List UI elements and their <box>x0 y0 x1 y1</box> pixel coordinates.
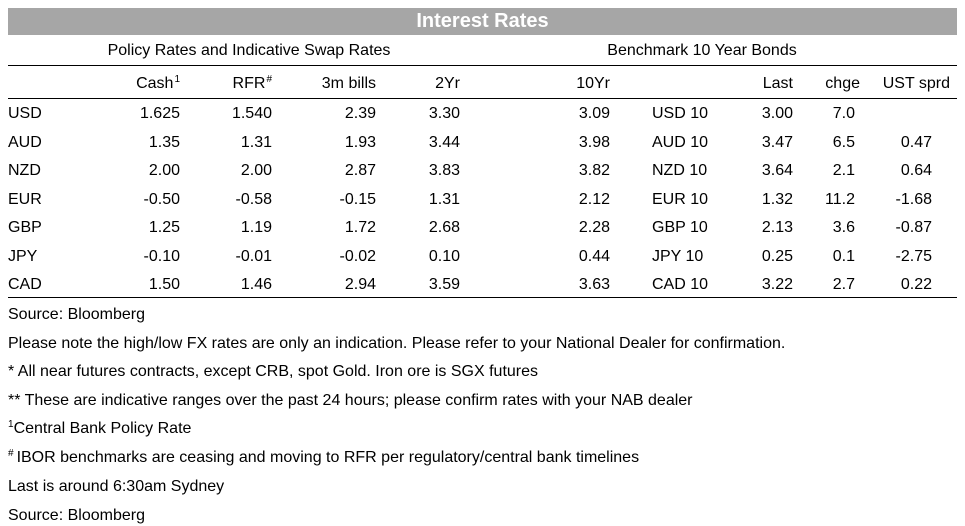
cell-3m-bills: -0.15 <box>339 190 376 208</box>
cell-currency: GBP <box>8 219 42 236</box>
cell-10yr: 3.82 <box>578 162 610 179</box>
cell-ust-sprd: -2.75 <box>895 247 932 265</box>
header-rfr: RFR# <box>232 74 272 92</box>
cell-rfr: 1.46 <box>240 276 272 293</box>
cell-chge: 2.1 <box>832 162 855 179</box>
header-chge: chge <box>825 75 860 92</box>
cell-last: 0.25 <box>761 247 793 265</box>
header-top-rule <box>8 65 957 66</box>
cell-10yr: 2.28 <box>578 219 610 236</box>
cell-currency: CAD <box>8 276 42 293</box>
cell-3m-bills: 2.87 <box>344 162 376 179</box>
cell-cash: -0.50 <box>143 190 180 208</box>
cell-last: 3.64 <box>761 162 793 179</box>
cell-chge: 7.0 <box>832 105 855 122</box>
header-2yr: 2Yr <box>435 75 460 92</box>
cell-3m-bills: 2.94 <box>344 276 376 293</box>
header-last: Last <box>762 75 793 92</box>
section-bonds-heading: Benchmark 10 Year Bonds <box>607 42 797 59</box>
cell-3m-bills: 1.93 <box>344 133 376 151</box>
header-bottom-rule <box>8 98 957 99</box>
note-source-2: Source: Bloomberg <box>8 507 145 524</box>
cell-ust-sprd: -1.68 <box>895 190 932 208</box>
header-ust-sprd: UST sprd <box>882 75 950 92</box>
cell-last: 2.13 <box>761 219 793 236</box>
cell-3m-bills: 2.39 <box>344 105 376 122</box>
cell-2yr: 3.44 <box>428 133 460 151</box>
cell-10yr: 2.12 <box>578 190 610 208</box>
cell-ust-sprd: -0.87 <box>895 219 932 236</box>
cell-chge: 3.6 <box>832 219 855 236</box>
cell-rfr: 1.19 <box>240 219 272 236</box>
cell-chge: 2.7 <box>832 276 855 293</box>
cell-10yr: 0.44 <box>578 247 610 265</box>
cell-cash: 1.50 <box>148 276 180 293</box>
header-cash: Cash1 <box>136 74 180 92</box>
cell-2yr: 3.59 <box>428 276 460 293</box>
cell-chge: 0.1 <box>832 247 855 265</box>
header-3m-bills: 3m bills <box>321 75 376 92</box>
table-bottom-rule <box>8 297 957 298</box>
cell-cash: 2.00 <box>148 162 180 179</box>
cell-last: 3.47 <box>761 133 793 151</box>
cell-rfr: -0.58 <box>235 190 272 208</box>
cell-2yr: 3.30 <box>428 105 460 122</box>
cell-currency: JPY <box>8 247 38 265</box>
cell-chge: 11.2 <box>825 190 855 208</box>
cell-10yr: 3.98 <box>578 133 610 151</box>
note-source: Source: Bloomberg <box>8 306 145 323</box>
note-last-time: Last is around 6:30am Sydney <box>8 478 225 495</box>
cell-last: 3.00 <box>761 105 793 122</box>
section-policy-heading: Policy Rates and Indicative Swap Rates <box>107 42 391 59</box>
cell-bond: USD 10 <box>652 105 709 122</box>
cell-rfr: -0.01 <box>235 247 272 265</box>
note-ranges: ** These are indicative ranges over the … <box>8 392 693 409</box>
cell-3m-bills: 1.72 <box>344 219 376 236</box>
cell-2yr: 0.10 <box>428 247 460 265</box>
cell-bond: JPY 10 <box>652 247 704 265</box>
cell-bond: EUR 10 <box>652 190 709 208</box>
cell-currency: EUR <box>8 190 42 208</box>
cell-cash: 1.35 <box>148 133 180 151</box>
cell-2yr: 3.83 <box>428 162 460 179</box>
header-10yr: 10Yr <box>576 75 610 92</box>
cell-cash: 1.625 <box>139 105 180 122</box>
cell-chge: 6.5 <box>832 133 855 151</box>
cell-currency: NZD <box>8 162 41 179</box>
cell-10yr: 3.63 <box>578 276 610 293</box>
cell-cash: -0.10 <box>143 247 180 265</box>
cell-bond: AUD 10 <box>652 133 709 151</box>
cell-last: 3.22 <box>761 276 793 293</box>
cell-rfr: 2.00 <box>240 162 272 179</box>
cell-bond: CAD 10 <box>652 276 709 293</box>
cell-2yr: 2.68 <box>428 219 460 236</box>
table-title: Interest Rates <box>8 8 957 35</box>
cell-ust-sprd: 0.47 <box>900 133 932 151</box>
cell-cash: 1.25 <box>148 219 180 236</box>
note-central-bank: 1Central Bank Policy Rate <box>8 419 192 437</box>
cell-last: 1.32 <box>761 190 793 208</box>
cell-bond: NZD 10 <box>652 162 708 179</box>
cell-currency: USD <box>8 105 42 122</box>
note-futures: * All near futures contracts, except CRB… <box>8 363 539 380</box>
cell-2yr: 1.31 <box>428 190 460 208</box>
cell-rfr: 1.540 <box>231 105 272 122</box>
cell-3m-bills: -0.02 <box>339 247 376 265</box>
cell-rfr: 1.31 <box>240 133 272 151</box>
cell-10yr: 3.09 <box>578 105 610 122</box>
cell-bond: GBP 10 <box>652 219 708 236</box>
cell-currency: AUD <box>8 133 42 151</box>
cell-ust-sprd: 0.64 <box>900 162 932 179</box>
note-fx: Please note the high/low FX rates are on… <box>8 335 786 352</box>
note-ibor: # IBOR benchmarks are ceasing and moving … <box>8 448 640 466</box>
cell-ust-sprd: 0.22 <box>900 276 932 293</box>
